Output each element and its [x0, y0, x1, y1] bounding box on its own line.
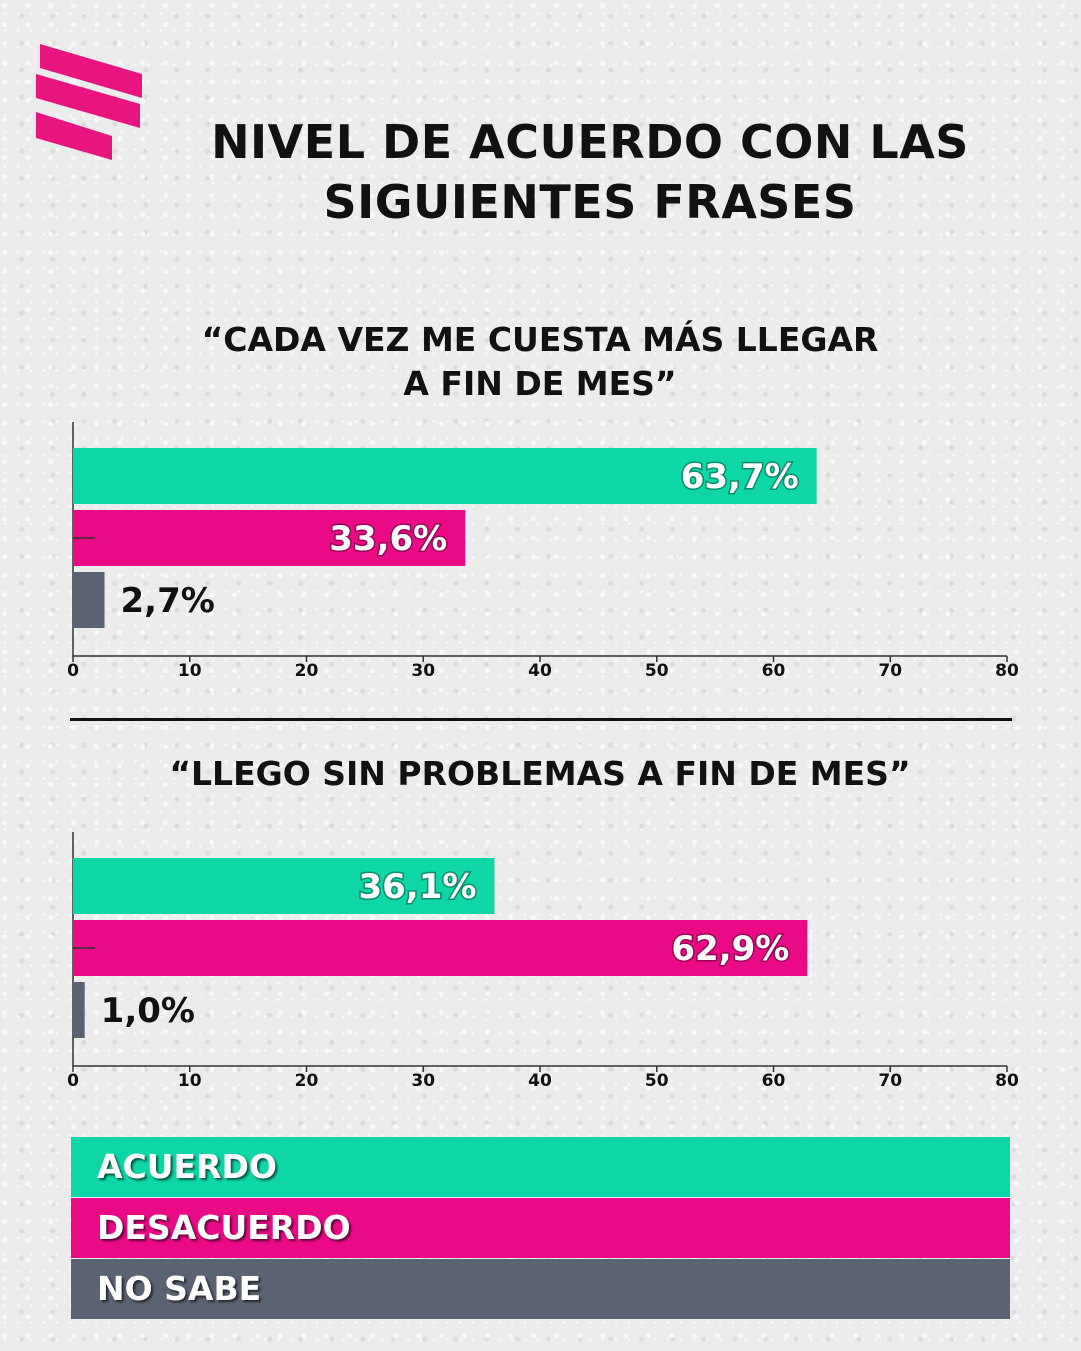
x-tick-label: 40 [528, 1071, 552, 1091]
data-label-no-sabe: 1,0% [101, 991, 195, 1031]
legend-desacuerdo-label: DESACUERDO [97, 1208, 351, 1247]
x-tick-label: 30 [411, 1071, 435, 1091]
bar-desacuerdo [73, 510, 466, 566]
x-tick-label: 0 [67, 661, 79, 681]
data-label-acuerdo: 36,1% [358, 867, 476, 907]
x-tick-label: 30 [411, 661, 435, 681]
data-label-desacuerdo: 33,6% [329, 519, 447, 559]
x-tick-label: 10 [178, 1071, 202, 1091]
bar-desacuerdo [73, 920, 808, 976]
x-tick-label: 40 [528, 661, 552, 681]
bar-no-sabe [73, 572, 105, 628]
x-tick-label: 70 [878, 661, 902, 681]
chart-2-title: “LLEGO SIN PROBLEMAS A FIN DE MES” [169, 754, 911, 793]
x-tick-label: 70 [878, 1071, 902, 1091]
x-tick-label: 50 [645, 1071, 669, 1091]
brand-logo-icon [36, 44, 142, 160]
data-label-desacuerdo: 62,9% [671, 929, 789, 969]
chart-2: 0 10 20 30 40 50 60 70 80 36,1% 62,9% 1,0% [67, 832, 1019, 1091]
legend-acuerdo: ACUERDO [71, 1137, 1010, 1197]
title-line-1: NIVEL DE ACUERDO CON LAS [211, 115, 969, 169]
chart-1-title-line-2: A FIN DE MES” [403, 364, 677, 403]
section-divider [70, 718, 1012, 721]
x-tick-label: 20 [295, 1071, 319, 1091]
chart-1-title-line-1: “CADA VEZ ME CUESTA MÁS LLEGAR [201, 320, 879, 359]
legend-desacuerdo: DESACUERDO [71, 1198, 1010, 1258]
legend-acuerdo-label: ACUERDO [97, 1147, 277, 1186]
x-tick-label: 60 [762, 1071, 786, 1091]
x-tick-label: 20 [295, 661, 319, 681]
title-line-2: SIGUIENTES FRASES [323, 175, 857, 229]
chart-1: 0 10 20 30 40 50 60 70 80 63,7% 33,6% 2,7% [67, 422, 1019, 681]
x-tick-label: 60 [762, 661, 786, 681]
legend-no-sabe-label: NO SABE [97, 1269, 262, 1308]
bar-acuerdo [73, 858, 495, 914]
legend-no-sabe: NO SABE [71, 1259, 1010, 1319]
data-label-no-sabe: 2,7% [121, 581, 215, 621]
bar-no-sabe [73, 982, 85, 1038]
chart-1-title: “CADA VEZ ME CUESTA MÁS LLEGAR A FIN DE … [60, 318, 1020, 406]
page-title: NIVEL DE ACUERDO CON LAS SIGUIENTES FRAS… [100, 112, 1080, 232]
x-tick-label: 10 [178, 661, 202, 681]
data-label-acuerdo: 63,7% [681, 457, 799, 497]
x-tick-label: 50 [645, 661, 669, 681]
x-tick-label: 80 [995, 1071, 1019, 1091]
x-tick-label: 0 [67, 1071, 79, 1091]
bar-acuerdo [73, 448, 817, 504]
x-tick-label: 80 [995, 661, 1019, 681]
